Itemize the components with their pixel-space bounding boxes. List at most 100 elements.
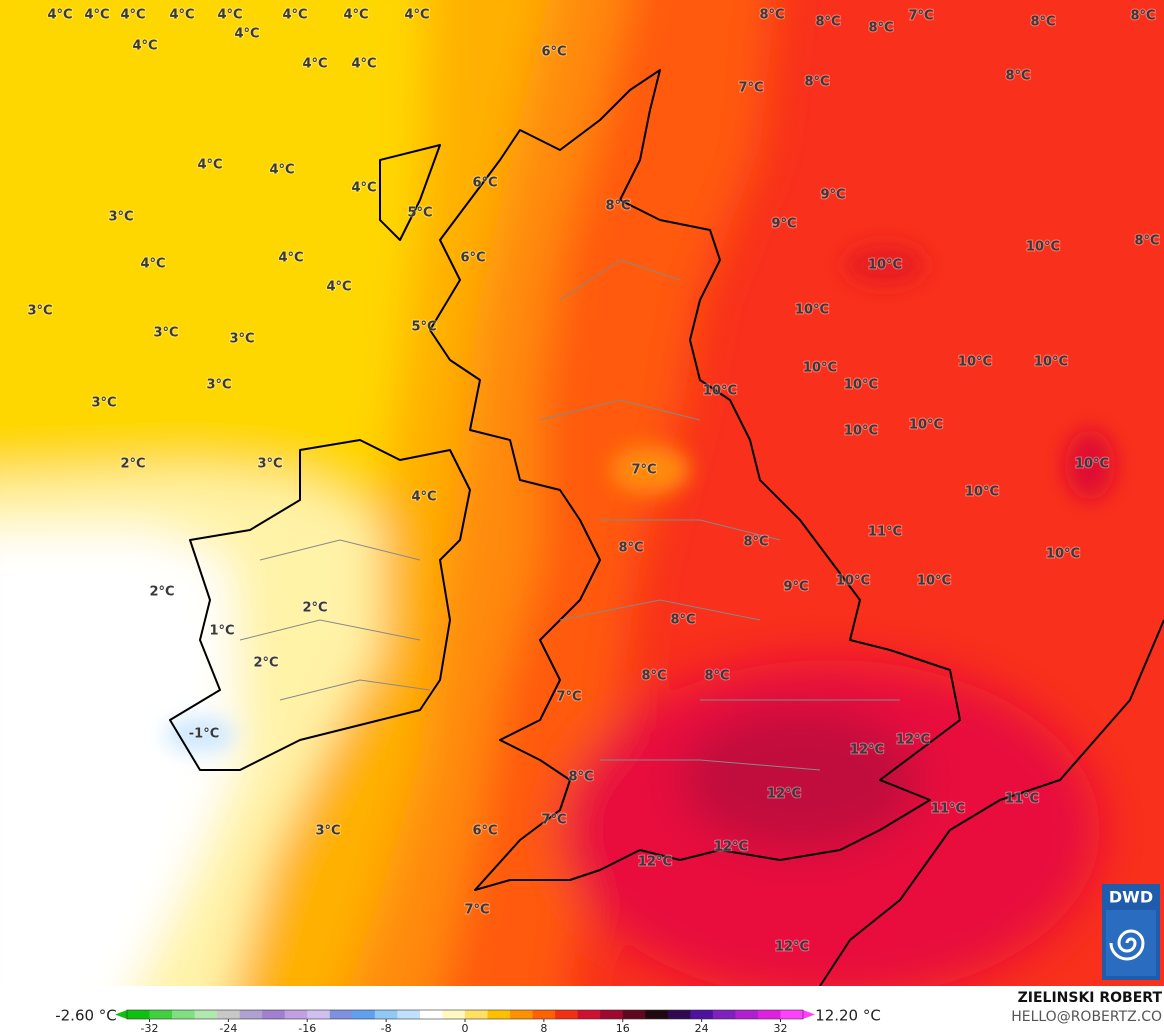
temperature-label: 8°C xyxy=(804,75,829,90)
temperature-label: 1°C xyxy=(209,624,234,639)
colorbar-segment xyxy=(352,1010,376,1019)
temperature-label: 12°C xyxy=(896,733,930,748)
temperature-label: 10°C xyxy=(844,378,878,393)
temperature-label: 7°C xyxy=(631,463,656,478)
temperature-label: 4°C xyxy=(234,27,259,42)
temperature-label: 12°C xyxy=(775,940,809,955)
colorbar-tick-label: 16 xyxy=(616,1022,630,1035)
temperature-label: 8°C xyxy=(1005,69,1030,84)
temperature-labels: 4°C 4°C 4°C 4°C 4°C 4°C 4°C 4°C 4°C 4°C 4°C 4°C 6°C 8… xyxy=(26,7,1160,956)
temperature-label: 10°C xyxy=(909,418,943,433)
temperature-label: 4°C xyxy=(404,8,429,23)
temperature-label: 4°C xyxy=(351,181,376,196)
temperature-label: 4°C xyxy=(326,280,351,295)
temperature-label: 8°C xyxy=(1130,9,1155,24)
colorbar-tick-label: -24 xyxy=(219,1022,237,1035)
temperature-label: 8°C xyxy=(868,21,893,36)
temperature-label: 4°C xyxy=(140,257,165,272)
colorbar-segment xyxy=(172,1010,196,1019)
temperature-label: 6°C xyxy=(541,45,566,60)
colorbar-tick-label: -8 xyxy=(381,1022,392,1035)
temperature-label: 3°C xyxy=(257,457,282,472)
colorbar-segment xyxy=(577,1010,601,1019)
colorbar-segment xyxy=(127,1010,151,1019)
logo-inner xyxy=(1106,910,1156,976)
colorbar-tick-label: -16 xyxy=(298,1022,316,1035)
temperature-label: 8°C xyxy=(1030,15,1055,30)
temperature-label: 4°C xyxy=(343,8,368,23)
colorbar-arrow-right xyxy=(803,1010,815,1019)
temperature-label: 8°C xyxy=(641,669,666,684)
temperature-label: 8°C xyxy=(1134,234,1159,249)
colorbar-segment xyxy=(555,1010,579,1019)
colorbar-arrow-left xyxy=(115,1010,127,1019)
temperature-label: 6°C xyxy=(472,824,497,839)
colorbar-segment xyxy=(735,1010,759,1019)
temperature-label: 7°C xyxy=(464,903,489,918)
temperature-label: 4°C xyxy=(120,8,145,23)
temperature-label: 4°C xyxy=(217,8,242,23)
temperature-label: 4°C xyxy=(278,251,303,266)
colorbar-segment xyxy=(600,1010,624,1019)
temperature-label: 3°C xyxy=(153,326,178,341)
logo-text: DWD xyxy=(1109,888,1153,907)
borders xyxy=(239,259,900,771)
temperature-label: 4°C xyxy=(269,163,294,178)
colorbar-segment xyxy=(284,1010,308,1019)
temperature-label: 4°C xyxy=(169,8,194,23)
temperature-label: 7°C xyxy=(541,813,566,828)
temperature-label: 10°C xyxy=(1075,457,1109,472)
temperature-label: 4°C xyxy=(282,8,307,23)
temperature-label: 4°C xyxy=(411,490,436,505)
temperature-label: 3°C xyxy=(108,210,133,225)
temperature-label: 11°C xyxy=(1005,792,1039,807)
temperature-label: 3°C xyxy=(27,304,52,319)
temperature-label: 4°C xyxy=(47,8,72,23)
colorbar-segment xyxy=(419,1010,443,1019)
temperature-label: 8°C xyxy=(568,770,593,785)
colorbar-segment xyxy=(397,1010,421,1019)
temperature-label: 3°C xyxy=(315,824,340,839)
min-temp: -2.60 °C xyxy=(55,1007,117,1025)
temperature-label: 3°C xyxy=(206,378,231,393)
temperature-label: 3°C xyxy=(229,332,254,347)
author: ZIELINSKI ROBERT xyxy=(1018,990,1163,1006)
temperature-label: 10°C xyxy=(958,355,992,370)
colorbar-tick-label: 0 xyxy=(462,1022,469,1035)
temperature-label: 10°C xyxy=(795,303,829,318)
temperature-label: 2°C xyxy=(302,601,327,616)
temperature-label: 11°C xyxy=(931,802,965,817)
temperature-label: 2°C xyxy=(120,457,145,472)
colorbar-segment xyxy=(329,1010,353,1019)
temperature-label: 12°C xyxy=(638,855,672,870)
temperature-label: 8°C xyxy=(605,199,630,214)
colorbar-segment xyxy=(690,1010,714,1019)
temperature-label: 4°C xyxy=(351,57,376,72)
colorbar-segment xyxy=(667,1010,691,1019)
colorbar-segment xyxy=(465,1010,489,1019)
temperature-label: 9°C xyxy=(771,217,796,232)
temperature-label: 4°C xyxy=(84,8,109,23)
temperature-label: 2°C xyxy=(149,585,174,600)
temperature-field xyxy=(0,0,1100,986)
colorbar-segment xyxy=(239,1010,263,1019)
colorbar-segment xyxy=(532,1010,556,1019)
temperature-label: 10°C xyxy=(836,574,870,589)
temperature-label: 12°C xyxy=(767,787,801,802)
colorbar-tick-label: -32 xyxy=(141,1022,159,1035)
temperature-label: 12°C xyxy=(850,743,884,758)
temperature-label: 4°C xyxy=(132,39,157,54)
temperature-label: 8°C xyxy=(704,669,729,684)
temperature-label: 10°C xyxy=(965,485,999,500)
colorbar-segment xyxy=(622,1010,646,1019)
temperature-label: 8°C xyxy=(618,541,643,556)
colorbar-segment xyxy=(262,1010,286,1019)
temperature-label: 2°C xyxy=(253,656,278,671)
temperature-label: 10°C xyxy=(917,574,951,589)
colorbar-segment xyxy=(712,1010,736,1019)
temperature-label: 10°C xyxy=(868,258,902,273)
logo-spiral xyxy=(1109,929,1145,961)
colorbar-segment xyxy=(487,1010,511,1019)
